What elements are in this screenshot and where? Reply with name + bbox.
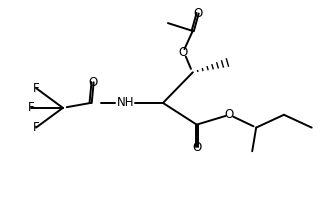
Text: O: O — [225, 108, 234, 121]
Text: F: F — [28, 101, 34, 114]
Text: O: O — [178, 46, 187, 59]
Text: O: O — [192, 141, 201, 154]
Text: O: O — [88, 76, 97, 89]
Text: NH: NH — [117, 96, 134, 109]
Text: F: F — [33, 121, 39, 134]
Text: F: F — [33, 82, 39, 95]
Text: O: O — [193, 7, 202, 20]
